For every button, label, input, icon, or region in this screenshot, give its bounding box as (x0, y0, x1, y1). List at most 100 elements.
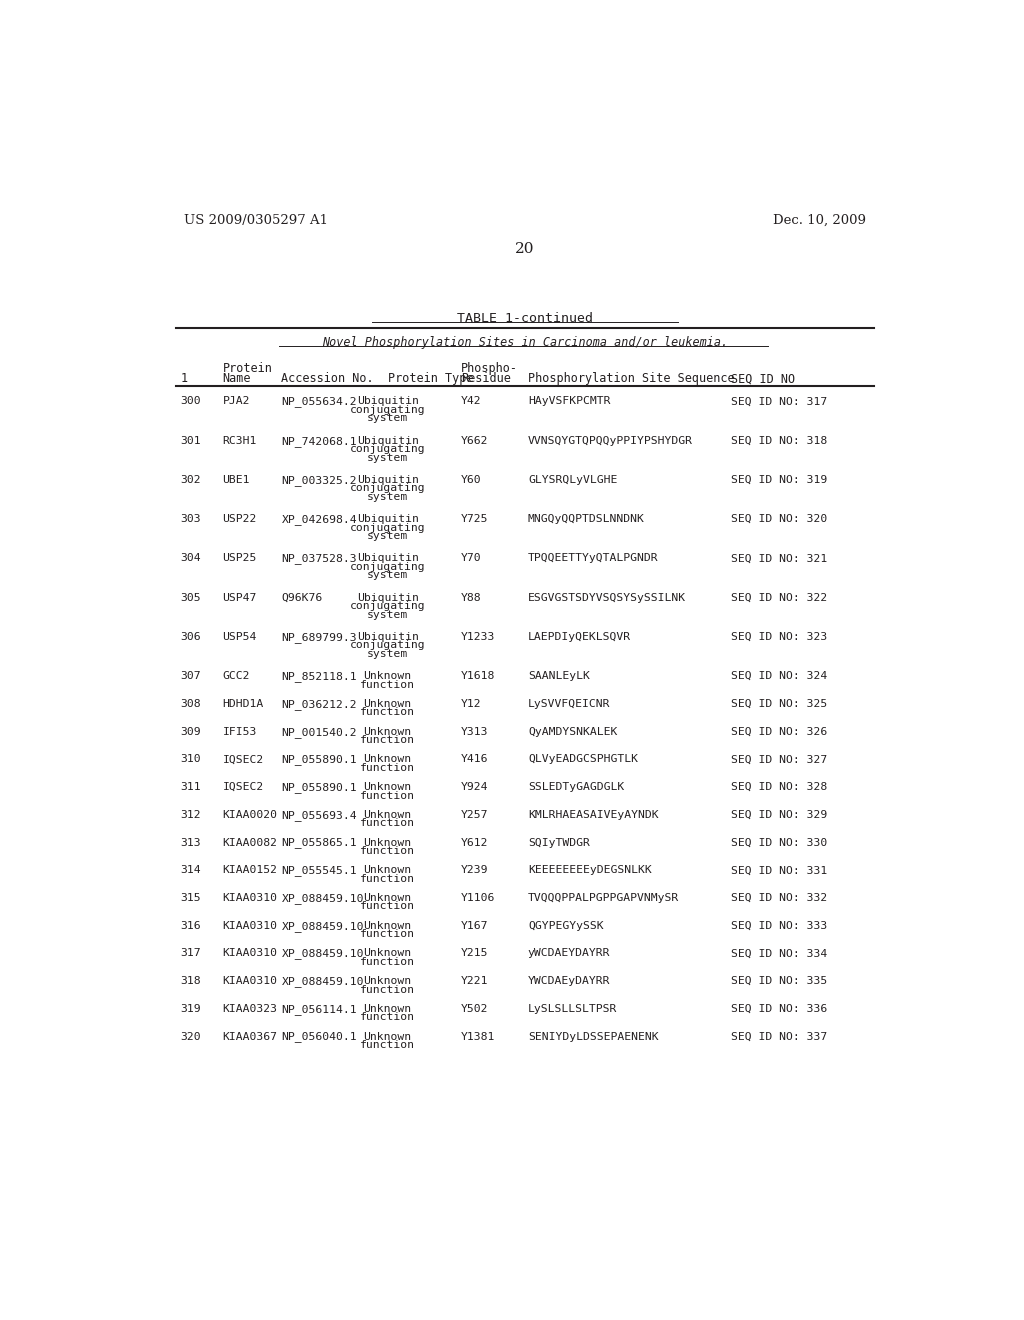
Text: SEQ ID NO: 322: SEQ ID NO: 322 (731, 593, 827, 603)
Text: LySVVFQEICNR: LySVVFQEICNR (528, 700, 610, 709)
Text: Unknown: Unknown (364, 810, 412, 820)
Text: SEQ ID NO: 317: SEQ ID NO: 317 (731, 396, 827, 407)
Text: function: function (360, 929, 415, 939)
Text: KIAA0310: KIAA0310 (222, 977, 278, 986)
Text: conjugating: conjugating (350, 640, 425, 651)
Text: SEQ ID NO: 328: SEQ ID NO: 328 (731, 781, 827, 792)
Text: function: function (360, 1040, 415, 1049)
Text: Y60: Y60 (461, 475, 482, 484)
Text: Y1618: Y1618 (461, 671, 496, 681)
Text: USP47: USP47 (222, 593, 257, 603)
Text: KIAA0152: KIAA0152 (222, 866, 278, 875)
Text: KMLRHAEASAIVEyAYNDK: KMLRHAEASAIVEyAYNDK (528, 810, 658, 820)
Text: Y313: Y313 (461, 726, 488, 737)
Text: Ubiquitin: Ubiquitin (356, 632, 419, 642)
Text: SEQ ID NO: 323: SEQ ID NO: 323 (731, 632, 827, 642)
Text: 311: 311 (180, 781, 202, 792)
Text: SEQ ID NO: 325: SEQ ID NO: 325 (731, 700, 827, 709)
Text: 20: 20 (515, 242, 535, 256)
Text: NP_689799.3: NP_689799.3 (282, 632, 357, 643)
Text: Y42: Y42 (461, 396, 482, 407)
Text: SEQ ID NO: 321: SEQ ID NO: 321 (731, 553, 827, 564)
Text: 304: 304 (180, 553, 202, 564)
Text: Residue: Residue (461, 372, 511, 385)
Text: NP_055890.1: NP_055890.1 (282, 755, 357, 766)
Text: MNGQyQQPTDSLNNDNK: MNGQyQQPTDSLNNDNK (528, 515, 645, 524)
Text: Dec. 10, 2009: Dec. 10, 2009 (773, 214, 866, 227)
Text: function: function (360, 957, 415, 966)
Text: function: function (360, 735, 415, 744)
Text: system: system (367, 610, 409, 619)
Text: function: function (360, 818, 415, 828)
Text: Unknown: Unknown (364, 700, 412, 709)
Text: Y502: Y502 (461, 1003, 488, 1014)
Text: system: system (367, 531, 409, 541)
Text: Y725: Y725 (461, 515, 488, 524)
Text: 313: 313 (180, 838, 202, 847)
Text: NP_056114.1: NP_056114.1 (282, 1003, 357, 1015)
Text: SEQ ID NO: 331: SEQ ID NO: 331 (731, 866, 827, 875)
Text: 305: 305 (180, 593, 202, 603)
Text: 316: 316 (180, 921, 202, 931)
Text: Y1233: Y1233 (461, 632, 496, 642)
Text: LySLSLLSLTPSR: LySLSLLSLTPSR (528, 1003, 617, 1014)
Text: conjugating: conjugating (350, 444, 425, 454)
Text: Y239: Y239 (461, 866, 488, 875)
Text: SENIYDyLDSSEPAENENK: SENIYDyLDSSEPAENENK (528, 1032, 658, 1041)
Text: SEQ ID NO: 330: SEQ ID NO: 330 (731, 838, 827, 847)
Text: SEQ ID NO: 318: SEQ ID NO: 318 (731, 436, 827, 446)
Text: SEQ ID NO: 334: SEQ ID NO: 334 (731, 948, 827, 958)
Text: XP_088459.10: XP_088459.10 (282, 977, 364, 987)
Text: conjugating: conjugating (350, 405, 425, 414)
Text: SEQ ID NO: 335: SEQ ID NO: 335 (731, 977, 827, 986)
Text: Y662: Y662 (461, 436, 488, 446)
Text: IQSEC2: IQSEC2 (222, 755, 264, 764)
Text: SEQ ID NO: SEQ ID NO (731, 372, 795, 385)
Text: Unknown: Unknown (364, 726, 412, 737)
Text: 315: 315 (180, 894, 202, 903)
Text: SEQ ID NO: 333: SEQ ID NO: 333 (731, 921, 827, 931)
Text: yWCDAEYDAYRR: yWCDAEYDAYRR (528, 948, 610, 958)
Text: KIAA0020: KIAA0020 (222, 810, 278, 820)
Text: Y12: Y12 (461, 700, 482, 709)
Text: 312: 312 (180, 810, 202, 820)
Text: PJA2: PJA2 (222, 396, 250, 407)
Text: KIAA0082: KIAA0082 (222, 838, 278, 847)
Text: system: system (367, 413, 409, 424)
Text: system: system (367, 492, 409, 502)
Text: SEQ ID NO: 329: SEQ ID NO: 329 (731, 810, 827, 820)
Text: QyAMDYSNKALEK: QyAMDYSNKALEK (528, 726, 617, 737)
Text: Ubiquitin: Ubiquitin (356, 475, 419, 484)
Text: function: function (360, 1012, 415, 1022)
Text: Unknown: Unknown (364, 838, 412, 847)
Text: 307: 307 (180, 671, 202, 681)
Text: IFI53: IFI53 (222, 726, 257, 737)
Text: Y416: Y416 (461, 755, 488, 764)
Text: Unknown: Unknown (364, 671, 412, 681)
Text: NP_003325.2: NP_003325.2 (282, 475, 357, 486)
Text: HDHD1A: HDHD1A (222, 700, 264, 709)
Text: Protein Type: Protein Type (388, 372, 473, 385)
Text: KIAA0310: KIAA0310 (222, 921, 278, 931)
Text: NP_852118.1: NP_852118.1 (282, 671, 357, 682)
Text: 318: 318 (180, 977, 202, 986)
Text: Unknown: Unknown (364, 894, 412, 903)
Text: Unknown: Unknown (364, 781, 412, 792)
Text: Ubiquitin: Ubiquitin (356, 515, 419, 524)
Text: TVQQQPPALPGPPGAPVNMySR: TVQQQPPALPGPPGAPVNMySR (528, 894, 679, 903)
Text: Unknown: Unknown (364, 1003, 412, 1014)
Text: SSLEDTyGAGDGLK: SSLEDTyGAGDGLK (528, 781, 625, 792)
Text: Q96K76: Q96K76 (282, 593, 323, 603)
Text: 1: 1 (180, 372, 187, 385)
Text: conjugating: conjugating (350, 601, 425, 611)
Text: KIAA0310: KIAA0310 (222, 948, 278, 958)
Text: Y1106: Y1106 (461, 894, 496, 903)
Text: Y88: Y88 (461, 593, 482, 603)
Text: LAEPDIyQEKLSQVR: LAEPDIyQEKLSQVR (528, 632, 631, 642)
Text: Unknown: Unknown (364, 866, 412, 875)
Text: USP54: USP54 (222, 632, 257, 642)
Text: HAyVSFKPCMTR: HAyVSFKPCMTR (528, 396, 610, 407)
Text: Unknown: Unknown (364, 1032, 412, 1041)
Text: NP_001540.2: NP_001540.2 (282, 726, 357, 738)
Text: 308: 308 (180, 700, 202, 709)
